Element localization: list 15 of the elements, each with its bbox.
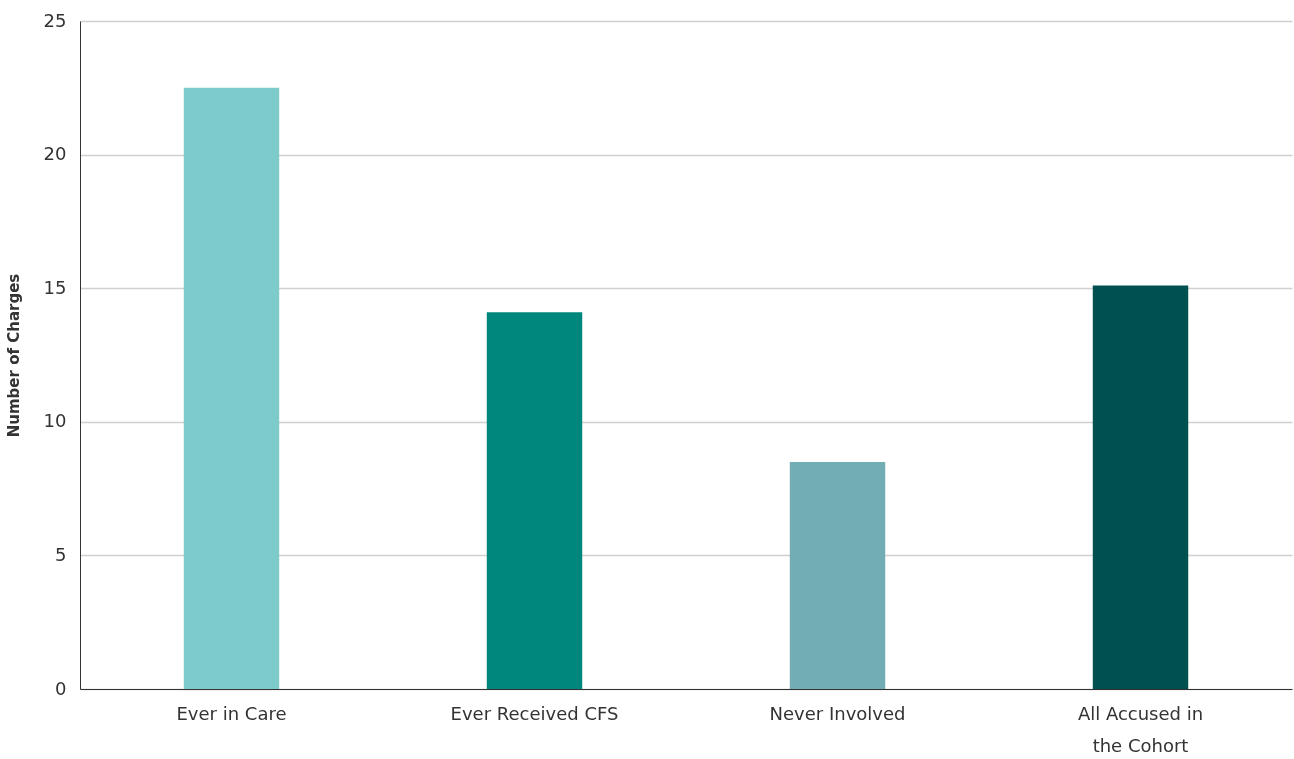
bar	[486, 312, 583, 689]
y-axis-title: Number of Charges	[4, 273, 23, 438]
y-tick-label: 10	[43, 410, 67, 432]
y-tick-label: 20	[43, 143, 67, 165]
y-tick-label: 0	[55, 677, 67, 699]
bar	[789, 461, 886, 689]
bar	[1092, 285, 1189, 689]
x-tick-label: Ever in Care	[176, 702, 287, 724]
x-tick-label: Ever Received CFS	[450, 702, 619, 724]
y-tick-label: 5	[55, 543, 67, 565]
x-tick-label: All Accused in the Cohort	[1077, 702, 1204, 756]
x-tick-label: Never Involved	[769, 702, 906, 724]
bar	[183, 87, 280, 689]
y-tick-label: 25	[43, 9, 67, 31]
y-tick-label: 15	[43, 276, 67, 298]
